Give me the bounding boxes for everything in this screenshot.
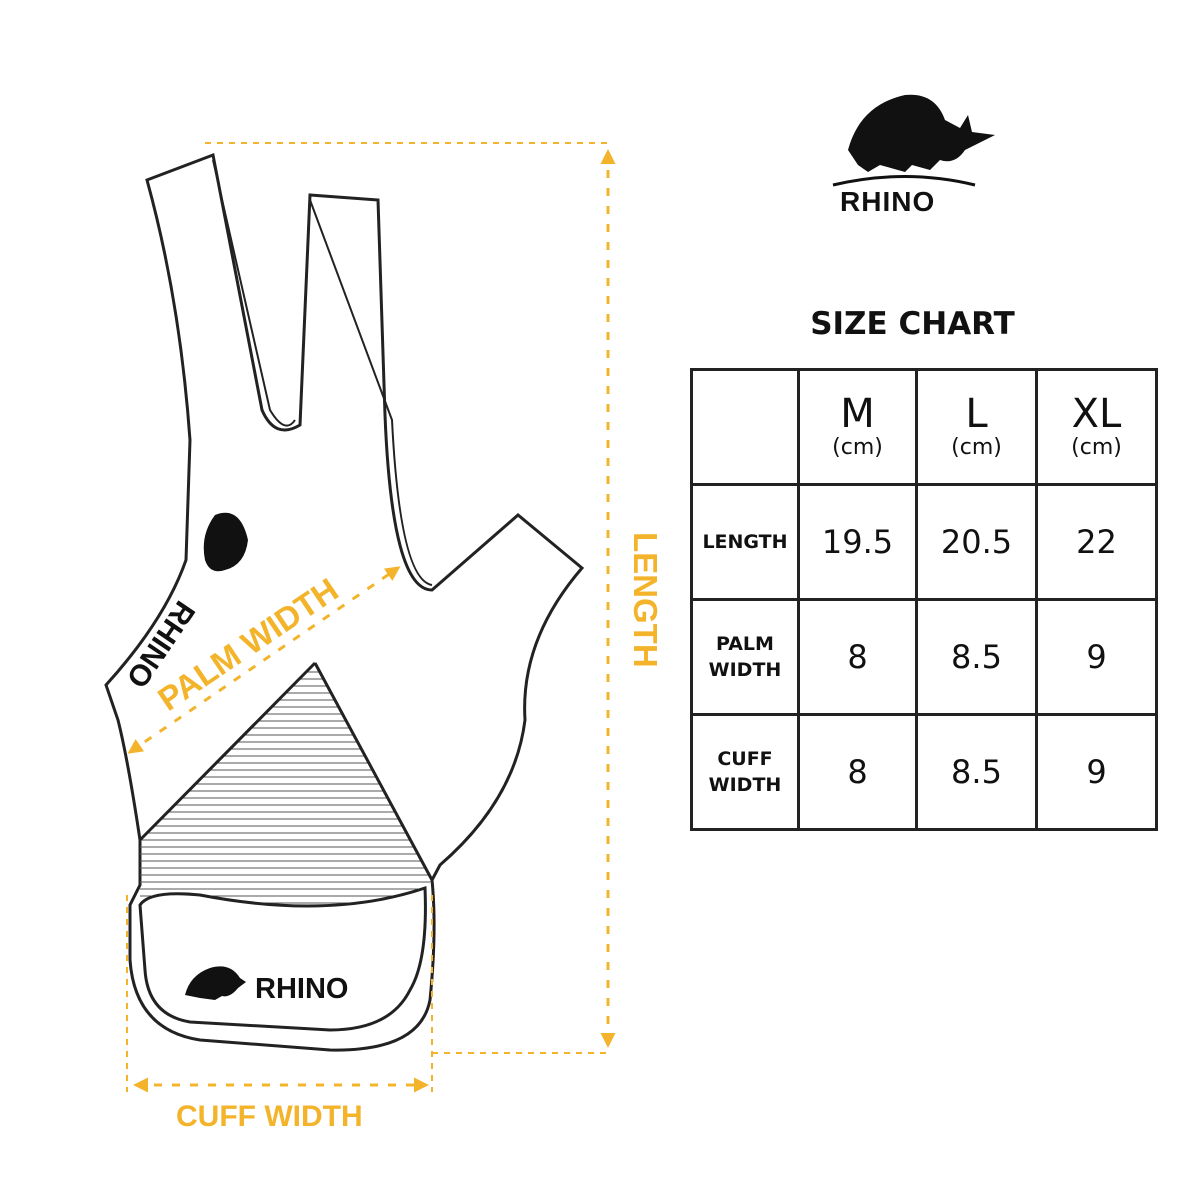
cell: 8.5 bbox=[915, 713, 1038, 831]
unit-label: (cm) bbox=[951, 435, 1002, 460]
cell: 22 bbox=[1035, 483, 1158, 601]
cell: 19.5 bbox=[797, 483, 918, 601]
row-header-line: PALM bbox=[716, 633, 774, 655]
cuff-width-label: CUFF WIDTH bbox=[176, 1100, 363, 1133]
cell: 8 bbox=[797, 713, 918, 831]
finger-seam bbox=[309, 199, 433, 586]
table-header-row: M (cm) L (cm) XL (cm) bbox=[690, 368, 1158, 486]
measure-guides bbox=[126, 142, 608, 1092]
palm-width-arrow bbox=[127, 566, 401, 754]
size-label: M bbox=[840, 391, 875, 437]
size-label: XL bbox=[1071, 391, 1122, 437]
row-header-line: CUFF bbox=[717, 748, 773, 770]
row-header-line: WIDTH bbox=[708, 774, 782, 796]
column-header: M (cm) bbox=[797, 368, 918, 486]
rhino-brand-logo-icon bbox=[832, 94, 995, 187]
cell: 20.5 bbox=[915, 483, 1038, 601]
size-chart-table: M (cm) L (cm) XL (cm) LENGTH 19.5 20.5 22 P… bbox=[690, 368, 1158, 831]
cell: 8 bbox=[797, 598, 918, 716]
row-header: PALM WIDTH bbox=[690, 598, 800, 716]
cell: 8.5 bbox=[915, 598, 1038, 716]
row-header-line: WIDTH bbox=[708, 659, 782, 681]
cell: 9 bbox=[1035, 598, 1158, 716]
finger-seam bbox=[212, 159, 296, 427]
table-row: PALM WIDTH 8 8.5 9 bbox=[690, 598, 1158, 716]
brand-logo-text: RHINO bbox=[840, 186, 935, 217]
size-chart-title: SIZE CHART bbox=[810, 306, 1015, 342]
row-header: LENGTH bbox=[690, 483, 800, 601]
rhino-logo-icon bbox=[203, 512, 248, 572]
unit-label: (cm) bbox=[1071, 435, 1122, 460]
table-row: LENGTH 19.5 20.5 22 bbox=[690, 483, 1158, 601]
corner-cell bbox=[690, 368, 800, 486]
row-header: CUFF WIDTH bbox=[690, 713, 800, 831]
table-row: CUFF WIDTH 8 8.5 9 bbox=[690, 713, 1158, 831]
column-header: L (cm) bbox=[915, 368, 1038, 486]
cuff-logo-text: RHINO bbox=[255, 973, 348, 1005]
cell: 9 bbox=[1035, 713, 1158, 831]
column-header: XL (cm) bbox=[1035, 368, 1158, 486]
size-label: L bbox=[965, 391, 988, 437]
unit-label: (cm) bbox=[832, 435, 883, 460]
cuff-strap bbox=[138, 885, 427, 1032]
rhino-logo-icon bbox=[185, 966, 246, 1000]
length-label: LENGTH bbox=[627, 532, 664, 668]
